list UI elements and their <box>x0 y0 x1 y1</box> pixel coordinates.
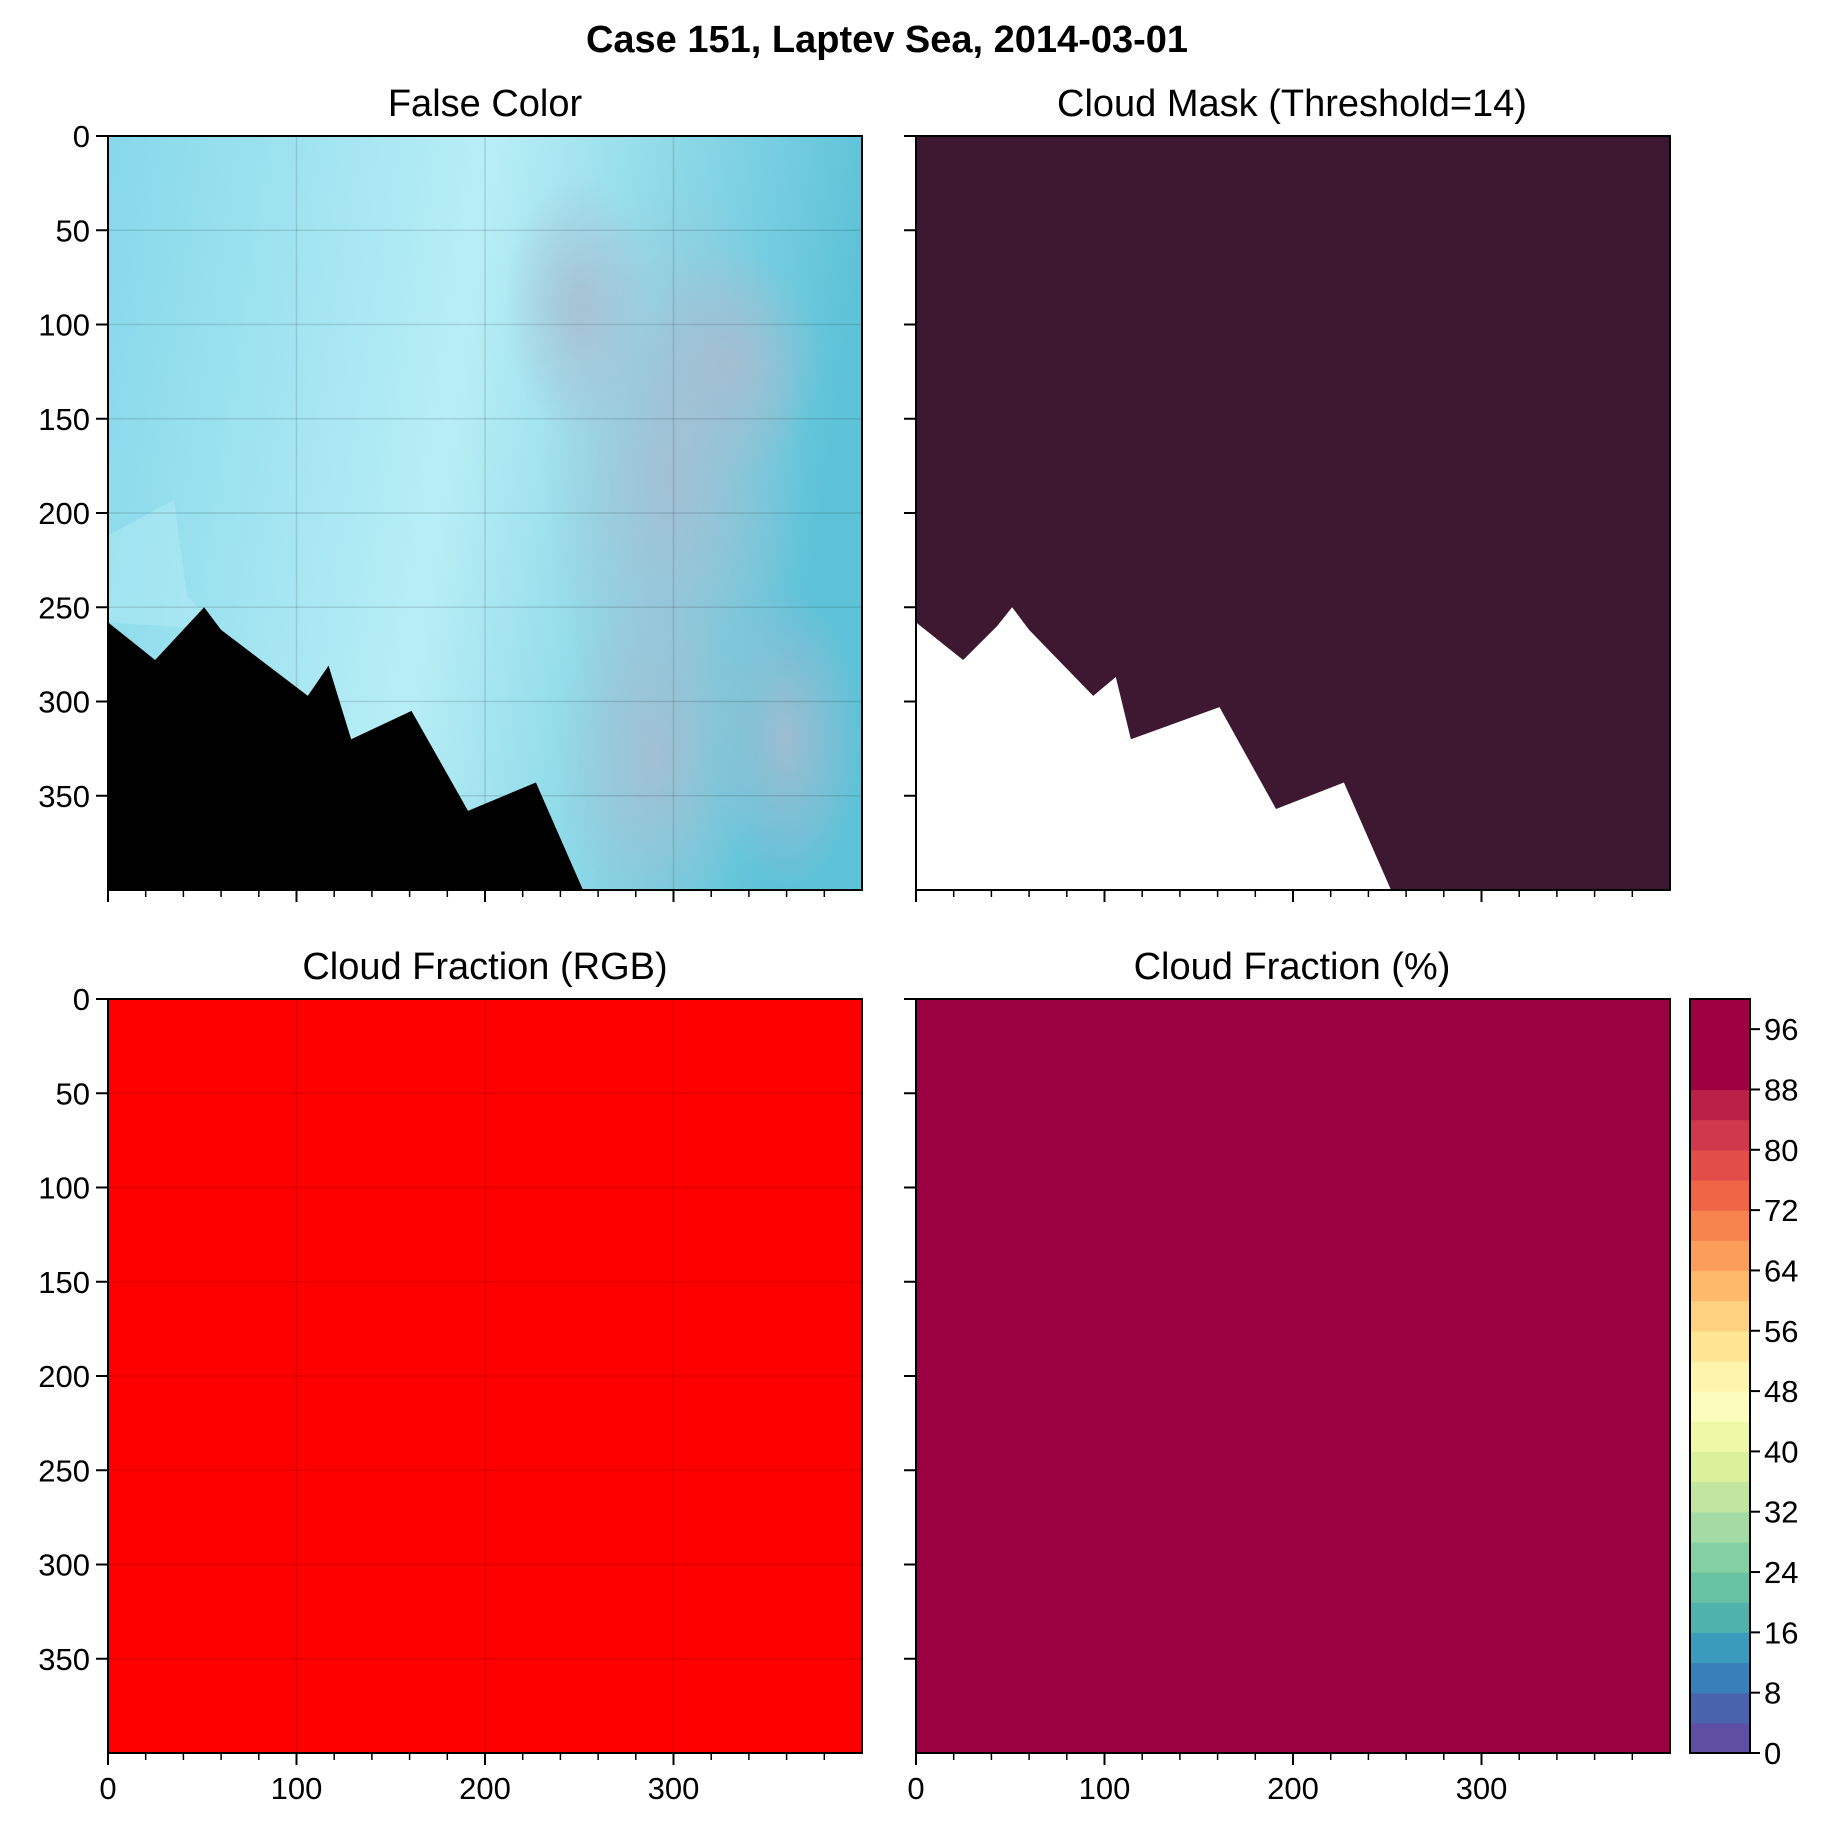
cloud-mask-axes <box>904 135 1671 902</box>
cloud-plume-2 <box>551 588 759 890</box>
colorbar-tick-label-24: 24 <box>1764 1555 1798 1590</box>
fill-2 <box>108 999 862 1753</box>
ytick-label-350: 350 <box>38 779 90 814</box>
colorbar-tick-label-80: 80 <box>1764 1133 1798 1168</box>
panel-cloud-fraction-percent: Cloud Fraction (%) 0 100 200 300 <box>904 946 1671 1806</box>
ytick-label-300: 300 <box>38 1548 90 1583</box>
ytick-label-100: 100 <box>38 308 90 343</box>
cloud-plume-4 <box>711 588 862 890</box>
colorbar-tick-label-88: 88 <box>1764 1072 1798 1107</box>
colorbar-segment-12 <box>1690 1632 1750 1664</box>
cloud-mask-image <box>916 136 1670 890</box>
colorbar-segment-80 <box>1690 1119 1750 1151</box>
colorbar-segment-4 <box>1690 1692 1750 1724</box>
colorbar-tick-label-64: 64 <box>1764 1253 1798 1288</box>
colorbar-tick-label-48: 48 <box>1764 1374 1798 1409</box>
colorbar-segment-60 <box>1690 1270 1750 1302</box>
colorbar-segment-64 <box>1690 1240 1750 1272</box>
ytick-label-350: 350 <box>38 1642 90 1677</box>
false-color-image <box>108 136 862 890</box>
colorbar: 0 8 16 24 32 40 48 56 64 72 80 88 96 <box>1689 998 1798 1771</box>
colorbar-segment-72 <box>1690 1179 1750 1211</box>
colorbar-segment-0 <box>1690 1722 1750 1754</box>
panel-false-color: False Color 0 50 100 150 200 250 300 350 <box>38 83 863 902</box>
xtick-label-200: 200 <box>1267 1771 1319 1806</box>
false-color-axes: 0 50 100 150 200 250 300 350 <box>38 119 863 902</box>
ytick-label-0: 0 <box>73 119 90 154</box>
colorbar-tick-label-0: 0 <box>1764 1736 1781 1771</box>
ytick-label-300: 300 <box>38 685 90 720</box>
fill-3 <box>916 999 1670 1753</box>
colorbar-tick-label-96: 96 <box>1764 1012 1798 1047</box>
ytick-label-0: 0 <box>73 982 90 1017</box>
clear-region <box>916 607 1392 890</box>
xtick-label-300: 300 <box>648 1771 700 1806</box>
no-data-region <box>108 607 584 890</box>
ytick-label-150: 150 <box>38 402 90 437</box>
colorbar-segment-76 <box>1690 1149 1750 1181</box>
colorbar-segment-56 <box>1690 1300 1750 1332</box>
colorbar-segment-20 <box>1690 1572 1750 1603</box>
colorbar-frame <box>1689 998 1751 1754</box>
colorbar-segment-92 <box>1690 1029 1750 1060</box>
ytick-label-200: 200 <box>38 496 90 531</box>
colorbar-segment-8 <box>1690 1662 1750 1694</box>
colorbar-segment-36 <box>1690 1451 1750 1483</box>
colorbar-tick-label-56: 56 <box>1764 1314 1798 1349</box>
ytick-label-100: 100 <box>38 1171 90 1206</box>
cloud-fraction-rgb-image <box>108 999 862 1753</box>
xtick-label-100: 100 <box>271 1771 323 1806</box>
colorbar-segment-28 <box>1690 1511 1750 1543</box>
colorbar-segment-40 <box>1690 1421 1750 1452</box>
panel-title-false-color: False Color <box>388 83 583 125</box>
ytick-label-150: 150 <box>38 1265 90 1300</box>
xtick-label-0: 0 <box>907 1771 924 1806</box>
xtick-label-200: 200 <box>459 1771 511 1806</box>
colorbar-tick-label-40: 40 <box>1764 1434 1798 1469</box>
panel-cloud-mask: Cloud Mask (Threshold=14) <box>904 83 1671 902</box>
ytick-label-50: 50 <box>56 213 90 248</box>
colorbar-segment-84 <box>1690 1089 1750 1121</box>
panel-title-cloud-fraction-percent: Cloud Fraction (%) <box>1134 946 1451 988</box>
cloud-plume-1 <box>635 249 825 476</box>
panel-title-cloud-fraction-rgb: Cloud Fraction (RGB) <box>302 946 667 988</box>
cloud-fraction-axes: 0 100 200 300 <box>904 998 1671 1806</box>
colorbar-segment-32 <box>1690 1481 1750 1513</box>
cloud-plume-3 <box>503 173 655 438</box>
ytick-label-50: 50 <box>56 1076 90 1111</box>
colorbar-segment-48 <box>1690 1360 1750 1392</box>
ytick-label-250: 250 <box>38 1453 90 1488</box>
figure-suptitle: Case 151, Laptev Sea, 2014-03-01 <box>586 19 1188 61</box>
colorbar-segment-68 <box>1690 1210 1750 1241</box>
cloud-fraction-rgb-axes: 0 100 200 300 0 50 100 150 200 250 300 350 <box>38 982 863 1806</box>
colorbar-segment-16 <box>1690 1602 1750 1633</box>
inner-swath <box>108 499 222 630</box>
colorbar-segment-96 <box>1690 999 1750 1030</box>
colorbar-segment-44 <box>1690 1391 1750 1422</box>
xtick-label-0: 0 <box>99 1771 116 1806</box>
colorbar-segment-52 <box>1690 1330 1750 1362</box>
xtick-label-100: 100 <box>1079 1771 1131 1806</box>
colorbar-segment-88 <box>1690 1059 1750 1091</box>
colorbar-tick-label-72: 72 <box>1764 1193 1798 1228</box>
ytick-label-200: 200 <box>38 1359 90 1394</box>
panel-title-cloud-mask: Cloud Mask (Threshold=14) <box>1057 83 1527 125</box>
xtick-label-300: 300 <box>1456 1771 1508 1806</box>
colorbar-segment-24 <box>1690 1541 1750 1573</box>
colorbar-tick-label-32: 32 <box>1764 1495 1798 1530</box>
panel-cloud-fraction-rgb: Cloud Fraction (RGB) 0 100 200 300 0 50 100 150… <box>38 946 863 1806</box>
ytick-label-250: 250 <box>38 590 90 625</box>
colorbar-tick-label-16: 16 <box>1764 1615 1798 1650</box>
colorbar-tick-label-8: 8 <box>1764 1676 1781 1711</box>
cloud-fraction-heatmap <box>916 999 1670 1753</box>
